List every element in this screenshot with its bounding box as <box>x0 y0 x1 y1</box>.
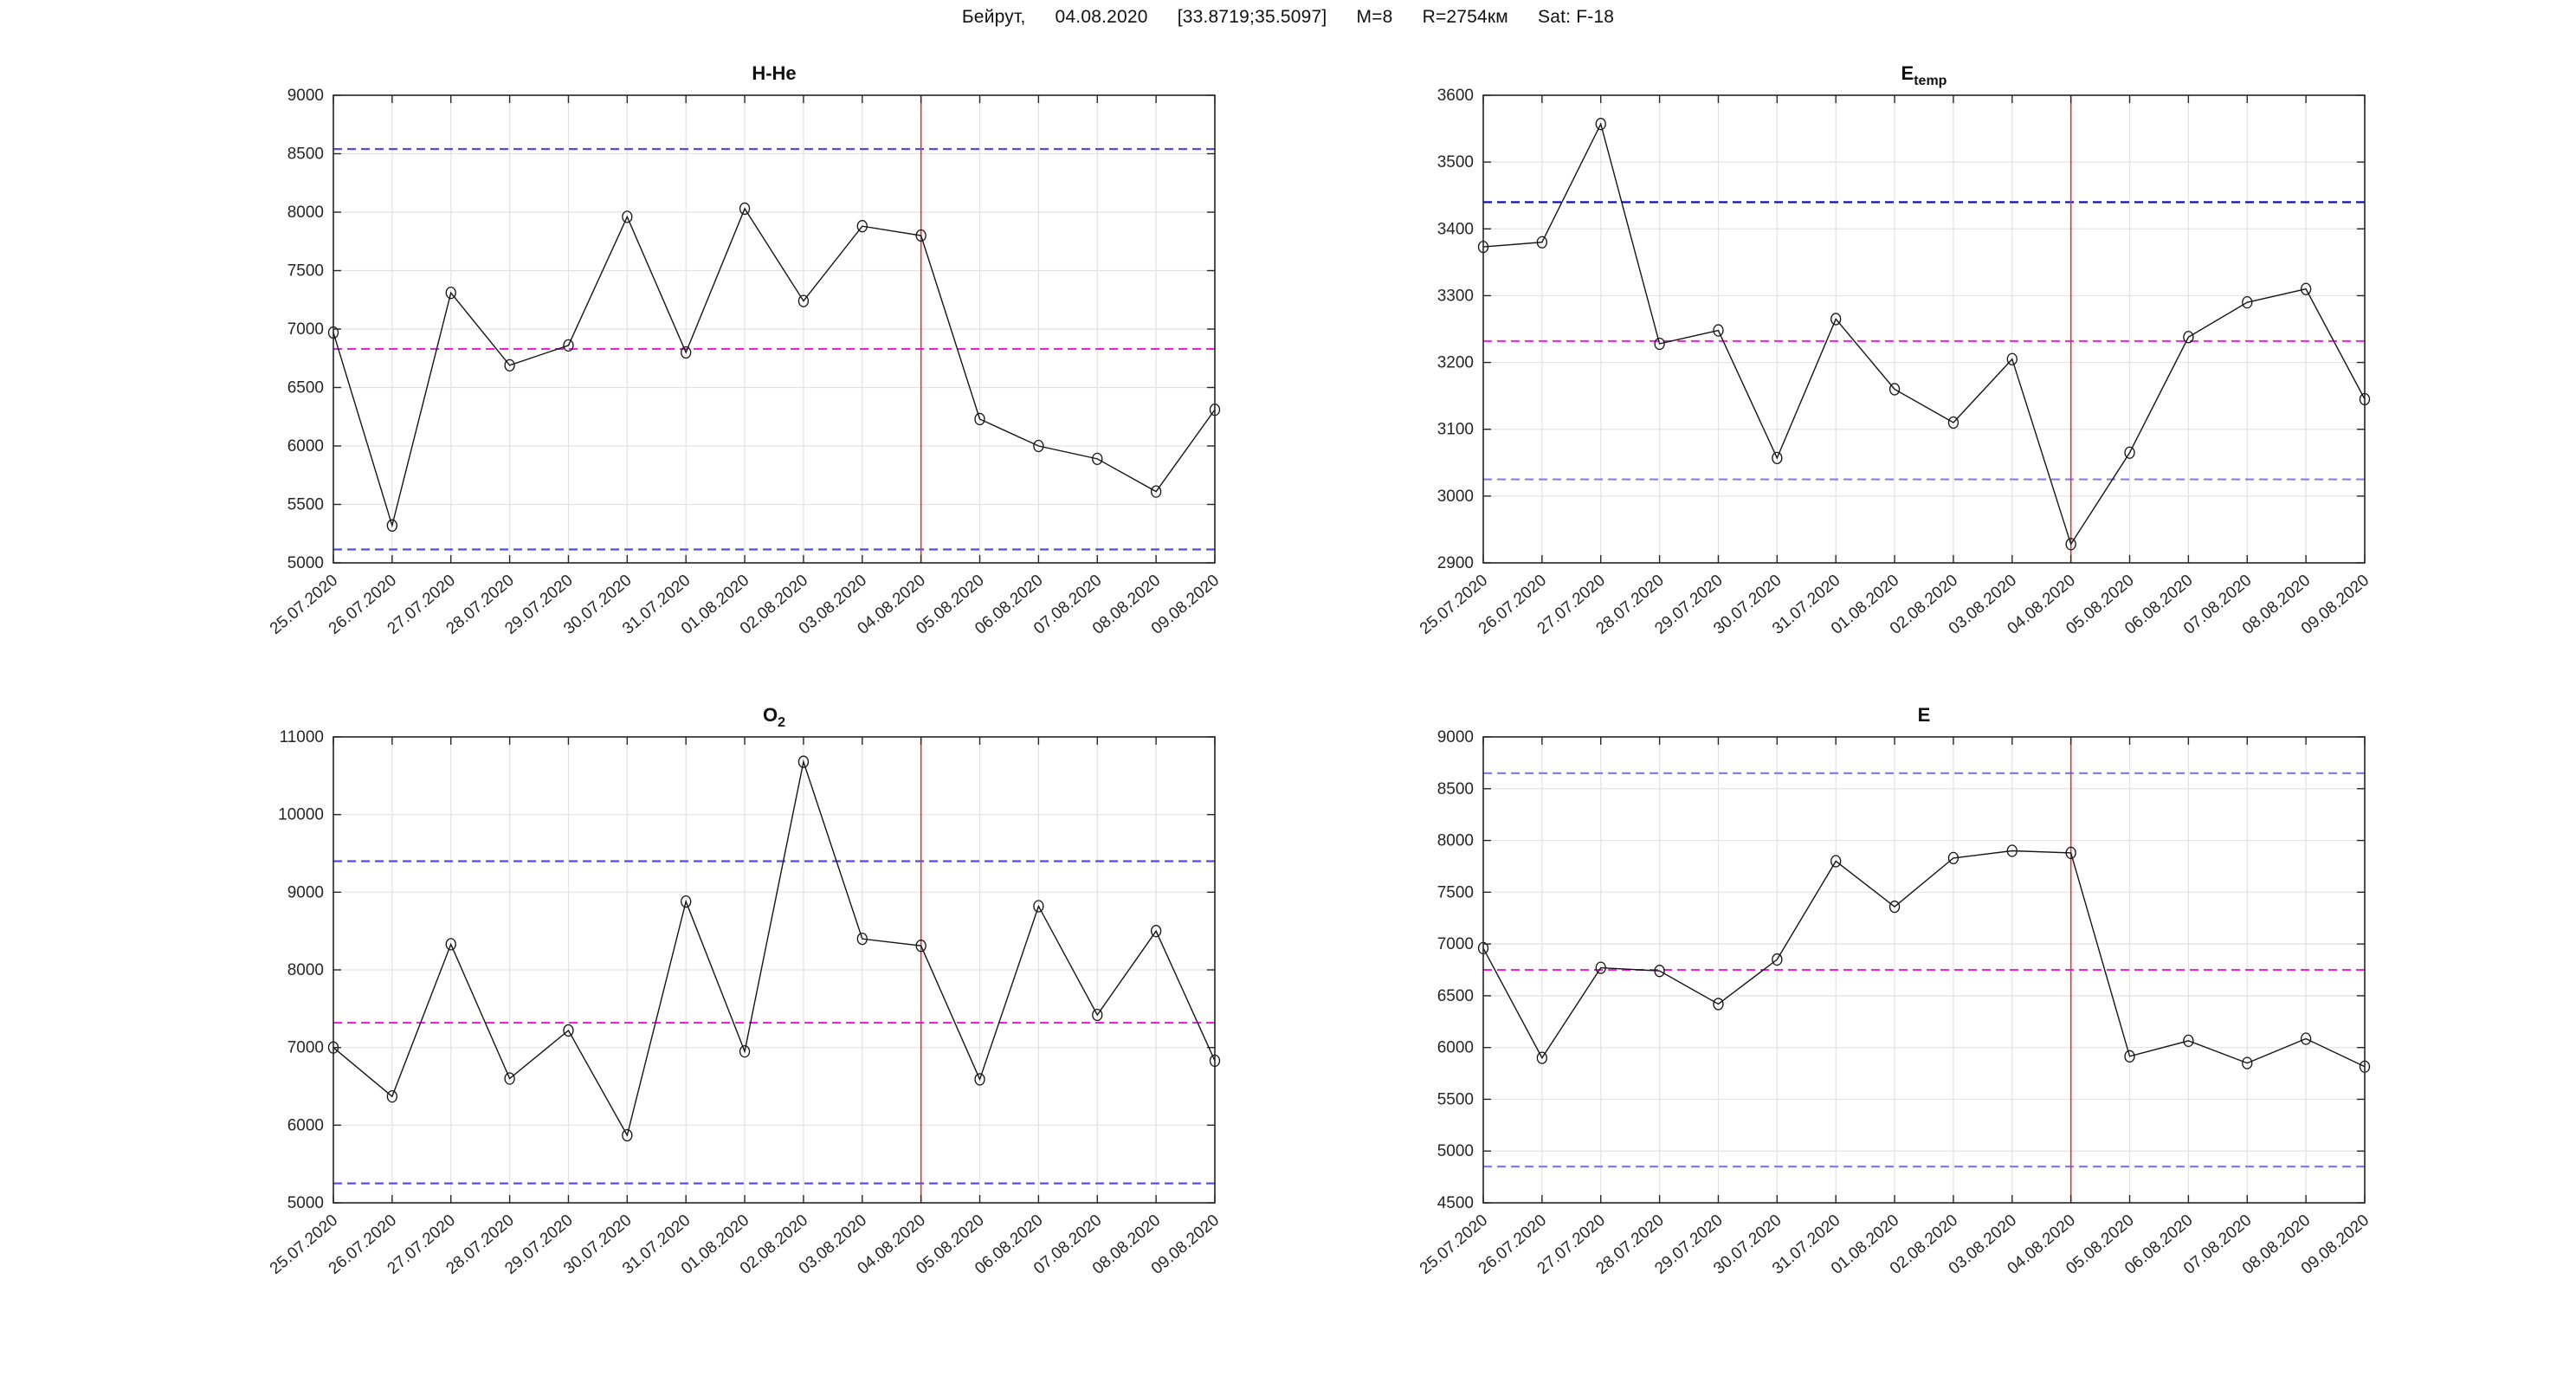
title-satellite: Sat: F-18 <box>1538 7 1615 27</box>
y-axis-labels: 5000 5500 6000 6500 7000 7500 8000 8500 9000 <box>287 87 324 572</box>
title-magnitude: M=8 <box>1356 7 1393 27</box>
svg-text:4500: 4500 <box>1437 1194 1474 1212</box>
svg-text:7000: 7000 <box>287 320 324 339</box>
data-markers <box>327 202 1221 532</box>
y-axis-labels: 4500 5000 5500 6000 6500 7000 7500 8000 8500 9000 <box>1437 728 1474 1212</box>
y-axis-labels: 5000 6000 7000 8000 9000 10000 11000 <box>278 728 324 1212</box>
svg-text:5000: 5000 <box>287 1194 324 1212</box>
title-date: 04.08.2020 <box>1055 7 1148 27</box>
title-radius: R=2754км <box>1422 7 1508 27</box>
x-axis-labels: 25.07.202026.07.202027.07.202028.07.2020… <box>1417 1211 2373 1278</box>
svg-text:3300: 3300 <box>1437 287 1474 305</box>
chart-svg: 5000 5500 6000 6500 7000 7500 8000 8500 9000 25.0… <box>267 62 1223 638</box>
svg-text:6000: 6000 <box>287 1116 324 1134</box>
svg-text:5500: 5500 <box>1437 1090 1474 1108</box>
svg-text:6000: 6000 <box>1437 1039 1474 1057</box>
chart-svg: 5000 6000 7000 8000 9000 10000 11000 25.07.2020… <box>267 704 1223 1278</box>
svg-text:8000: 8000 <box>1437 832 1474 850</box>
title-coordinates: [33.8719;35.5097] <box>1177 7 1327 27</box>
svg-text:8500: 8500 <box>1437 780 1474 798</box>
chart-panel-h-he: 5000 5500 6000 6500 7000 7500 8000 8500 9000 25.0… <box>203 30 1275 749</box>
chart-svg: 4500 5000 5500 6000 6500 7000 7500 8000 8500 9000… <box>1417 704 2373 1278</box>
svg-text:8000: 8000 <box>287 961 324 979</box>
chart-title: H-He <box>752 62 796 84</box>
x-axis-labels: 25.07.202026.07.202027.07.202028.07.2020… <box>267 1211 1223 1278</box>
chart-title: Etemp <box>1901 62 1947 88</box>
chart-panel-e: 4500 5000 5500 6000 6500 7000 7500 8000 8500 9000… <box>1353 672 2425 1389</box>
title-location: Бейрут, <box>961 7 1026 27</box>
svg-text:6500: 6500 <box>1437 987 1474 1005</box>
svg-text:5000: 5000 <box>287 554 324 572</box>
chart-svg: 2900 3000 3100 3200 3300 3400 3500 3600 25.07.20… <box>1417 62 2373 638</box>
svg-text:7500: 7500 <box>287 262 324 281</box>
data-series-line <box>332 759 1216 1137</box>
chart-panel-o2: 5000 6000 7000 8000 9000 10000 11000 25.07.2020… <box>203 672 1275 1389</box>
svg-text:11000: 11000 <box>280 728 324 746</box>
svg-text:9000: 9000 <box>287 87 324 105</box>
gridlines <box>332 736 1216 1204</box>
svg-text:3400: 3400 <box>1437 220 1474 238</box>
svg-text:9000: 9000 <box>287 883 324 901</box>
chart-title: E <box>1918 704 1931 726</box>
axes-box <box>1482 736 2366 1204</box>
svg-text:8000: 8000 <box>287 204 324 222</box>
svg-text:5000: 5000 <box>1437 1142 1474 1160</box>
svg-text:6500: 6500 <box>287 379 324 397</box>
figure-canvas: { "header": { "location": "Бейрут,", "da… <box>0 7 2576 1278</box>
x-axis-labels: 25.07.202026.07.202027.07.202028.07.2020… <box>267 572 1223 638</box>
svg-text:3000: 3000 <box>1437 488 1474 506</box>
data-series-line <box>1482 850 2366 1068</box>
svg-text:6000: 6000 <box>287 437 324 455</box>
tick-marks <box>332 94 1216 564</box>
chart-panel-e-temp: 2900 3000 3100 3200 3300 3400 3500 3600 25.07.20… <box>1353 30 2425 749</box>
svg-text:2900: 2900 <box>1437 554 1474 572</box>
data-markers <box>327 755 1221 1142</box>
gridlines <box>1482 94 2366 564</box>
x-axis-labels: 25.07.202026.07.202027.07.202028.07.2020… <box>1417 572 2373 638</box>
chart-title: O2 <box>763 704 785 730</box>
data-series-line <box>332 207 1216 528</box>
data-markers <box>1477 118 2371 551</box>
y-axis-labels: 2900 3000 3100 3200 3300 3400 3500 3600 <box>1437 87 1474 572</box>
svg-text:9000: 9000 <box>1437 728 1474 746</box>
svg-text:10000: 10000 <box>278 806 324 824</box>
tick-marks <box>332 736 1216 1204</box>
svg-text:3600: 3600 <box>1437 87 1474 105</box>
svg-text:7500: 7500 <box>1437 883 1474 901</box>
axes-box <box>1482 94 2366 564</box>
svg-text:7000: 7000 <box>287 1039 324 1057</box>
gridlines <box>332 94 1216 564</box>
svg-text:3500: 3500 <box>1437 153 1474 171</box>
tick-marks <box>1482 94 2366 564</box>
svg-text:5500: 5500 <box>287 496 324 514</box>
svg-text:3200: 3200 <box>1437 354 1474 372</box>
tick-marks <box>1482 736 2366 1204</box>
svg-text:7000: 7000 <box>1437 935 1474 953</box>
data-series-line <box>1482 122 2366 546</box>
svg-text:8500: 8500 <box>287 145 324 164</box>
data-markers <box>1477 844 2371 1073</box>
figure-title: Бейрут, 04.08.2020 [33.8719;35.5097] M=8… <box>0 7 2576 28</box>
svg-text:3100: 3100 <box>1437 421 1474 439</box>
